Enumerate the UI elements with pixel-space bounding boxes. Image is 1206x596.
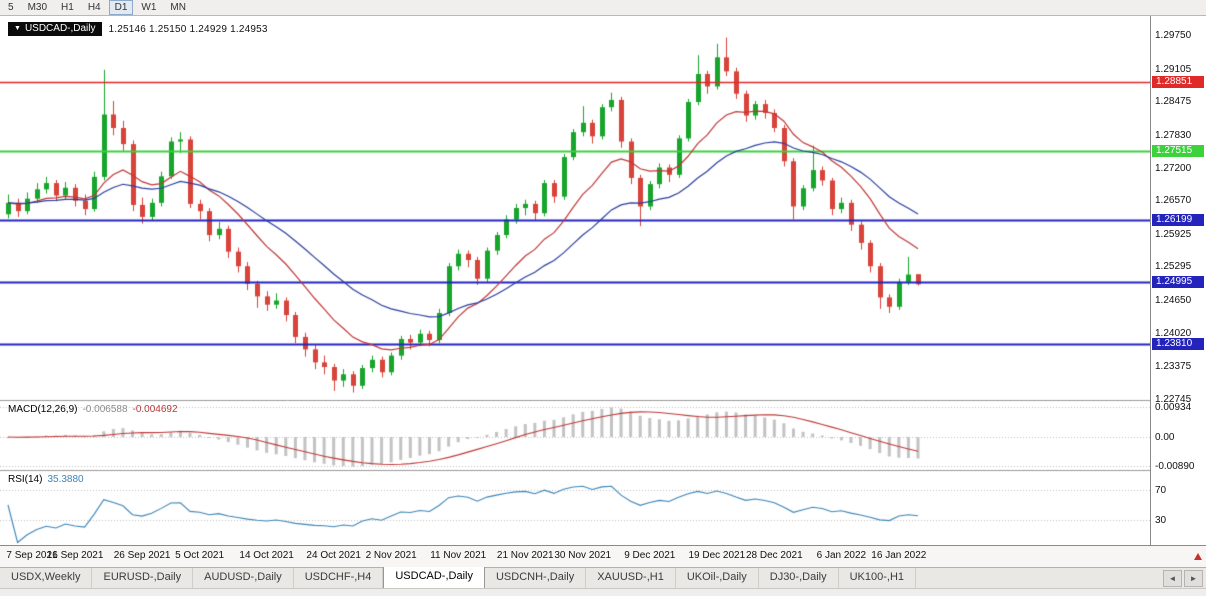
date-axis-label: 30 Nov 2021 bbox=[554, 550, 612, 561]
chart-symbol-chip[interactable]: ▼ USDCAD-,Daily bbox=[8, 22, 102, 36]
timeframe-button-mn[interactable]: MN bbox=[170, 2, 186, 13]
chart-window: ▼ USDCAD-,Daily 1.25146 1.25150 1.24929 … bbox=[0, 16, 1150, 545]
date-axis-label: 26 Sep 2021 bbox=[113, 550, 171, 561]
date-axis-label: 28 Dec 2021 bbox=[745, 550, 803, 561]
price-axis-tick: 1.24650 bbox=[1155, 295, 1192, 306]
date-axis-label: 14 Oct 2021 bbox=[239, 550, 294, 561]
price-level-label: 1.27515 bbox=[1152, 145, 1204, 158]
date-axis-label: 5 Oct 2021 bbox=[175, 550, 225, 561]
date-axis-label: 16 Jan 2022 bbox=[871, 550, 927, 561]
date-axis-label: 16 Sep 2021 bbox=[46, 550, 104, 561]
price-axis-tick: 1.26570 bbox=[1155, 195, 1192, 207]
price-axis[interactable]: 1.29750 1.29105 1.28475 1.27830 1.27200 1.265… bbox=[1150, 16, 1206, 545]
price-axis-tick: 1.25925 bbox=[1155, 228, 1192, 240]
price-axis-tick: 1.23375 bbox=[1155, 361, 1192, 373]
chart-tab-usdcad-daily[interactable]: USDCAD-,Daily bbox=[383, 567, 485, 588]
timeframe-button-h1[interactable]: H1 bbox=[61, 2, 74, 13]
tab-scroll-controls: ◄ ► bbox=[1163, 568, 1206, 588]
price-axis-tick: 1.22745 bbox=[1155, 394, 1192, 405]
date-axis-label: 9 Dec 2021 bbox=[624, 550, 676, 561]
macd-axis-tick: -0.00890 bbox=[1155, 460, 1195, 472]
date-axis-label: 6 Jan 2022 bbox=[816, 550, 867, 561]
price-axis-tick: 1.27830 bbox=[1155, 129, 1192, 141]
price-axis-tick: 1.25295 bbox=[1155, 261, 1192, 273]
chart-tab-dj30-daily[interactable]: DJ30-,Daily bbox=[759, 568, 839, 588]
chart-tabs-bar: USDX,Weekly EURUSD-,Daily AUDUSD-,Daily USD… bbox=[0, 567, 1206, 588]
price-axis-tick: 1.29105 bbox=[1155, 63, 1192, 75]
chart-tab-uk100-h1[interactable]: UK100-,H1 bbox=[839, 568, 917, 588]
price-axis-tick: 1.27200 bbox=[1155, 162, 1192, 174]
time-axis[interactable]: 7 Sep 2021 16 Sep 2021 26 Sep 2021 5 Oct 20… bbox=[0, 545, 1206, 567]
chart-tab-usdcnh-daily[interactable]: USDCNH-,Daily bbox=[485, 568, 587, 588]
rsi-axis-tick: 30 bbox=[1155, 515, 1167, 526]
timeframe-button-5[interactable]: 5 bbox=[8, 2, 14, 13]
price-axis-tick: 1.24020 bbox=[1155, 327, 1192, 339]
price-axis-tick: 1.29750 bbox=[1155, 30, 1192, 41]
chart-tab-usdchf-h4[interactable]: USDCHF-,H4 bbox=[294, 568, 384, 588]
chart-tab-xauusd-h1[interactable]: XAUUSD-,H1 bbox=[586, 568, 676, 588]
macd-axis-tick: 0.00 bbox=[1155, 432, 1175, 443]
date-axis-label: 2 Nov 2021 bbox=[365, 550, 417, 561]
chart-symbol-label: USDCAD-,Daily bbox=[24, 23, 96, 34]
price-level-label: 1.28851 bbox=[1152, 75, 1204, 88]
chart-tab-ukoil-daily[interactable]: UKOil-,Daily bbox=[676, 568, 759, 588]
timeframe-button-m30[interactable]: M30 bbox=[27, 2, 48, 13]
timeframe-toolbar: 5 M30 H1 H4 D1 W1 MN bbox=[0, 0, 1206, 16]
price-chart-canvas[interactable] bbox=[0, 16, 1150, 545]
status-bar bbox=[0, 588, 1206, 596]
date-axis-label: 19 Dec 2021 bbox=[688, 550, 746, 561]
tab-scroll-right-button[interactable]: ► bbox=[1184, 569, 1203, 587]
timeframe-button-d1[interactable]: D1 bbox=[108, 0, 134, 15]
date-axis-label: 11 Nov 2021 bbox=[430, 550, 487, 561]
price-level-label: 1.26199 bbox=[1152, 213, 1204, 226]
chart-tab-usdx-weekly[interactable]: USDX,Weekly bbox=[0, 568, 93, 588]
scroll-position-marker-icon bbox=[1194, 553, 1202, 560]
rsi-axis-tick: 70 bbox=[1155, 485, 1167, 496]
price-axis-tick: 1.28475 bbox=[1155, 96, 1192, 108]
chart-dropdown-icon[interactable]: ▼ bbox=[14, 25, 21, 32]
price-level-label: 1.24995 bbox=[1152, 276, 1204, 289]
chart-tab-eurusd-daily[interactable]: EURUSD-,Daily bbox=[92, 568, 194, 588]
chart-tab-audusd-daily[interactable]: AUDUSD-,Daily bbox=[193, 568, 294, 588]
price-level-label: 1.23810 bbox=[1152, 337, 1204, 350]
tab-scroll-left-button[interactable]: ◄ bbox=[1163, 569, 1182, 587]
date-axis-label: 7 Sep 2021 bbox=[6, 550, 58, 561]
macd-axis-tick: 0.00934 bbox=[1155, 402, 1192, 413]
date-axis-label: 24 Oct 2021 bbox=[306, 550, 361, 561]
timeframe-button-w1[interactable]: W1 bbox=[141, 2, 157, 13]
timeframe-button-h4[interactable]: H4 bbox=[87, 2, 101, 13]
date-axis-label: 21 Nov 2021 bbox=[496, 550, 554, 561]
